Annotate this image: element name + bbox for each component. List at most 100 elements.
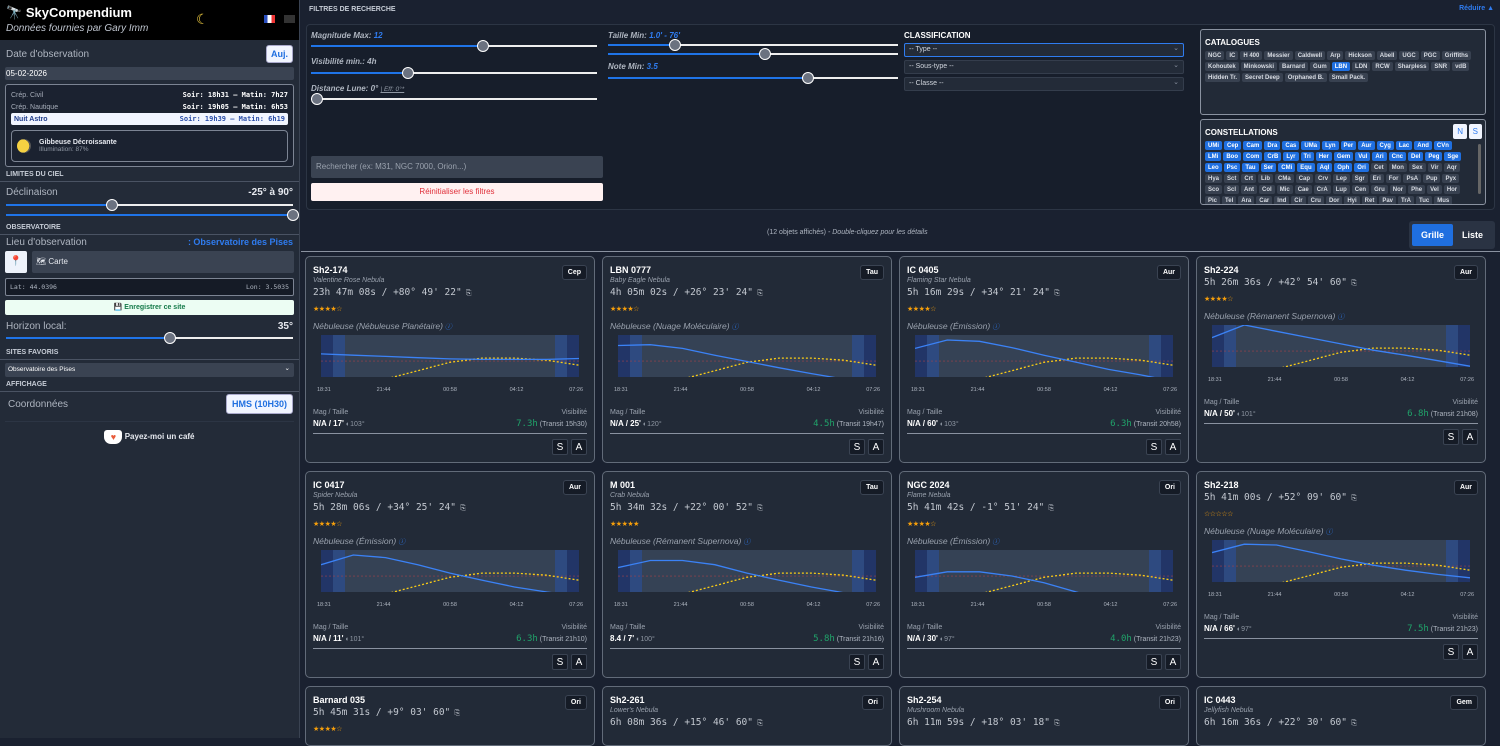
constellation-chip[interactable]: Del — [1408, 152, 1424, 161]
declination-min-slider[interactable] — [6, 199, 293, 211]
catalogue-chip[interactable]: Kohoutek — [1205, 62, 1239, 71]
info-icon[interactable]: ⓘ — [741, 539, 751, 546]
object-card[interactable]: Sh2-261 Ori Lower's Nebula 6h 08m 36s / +15… — [602, 686, 892, 746]
constellation-chip[interactable]: Cru — [1307, 196, 1324, 204]
constellation-chip[interactable]: Peg — [1425, 152, 1443, 161]
catalogue-chip[interactable]: Sharpless — [1394, 62, 1430, 71]
object-card[interactable]: IC 0417 Aur Spider Nebula 5h 28m 06s / +34°… — [305, 471, 595, 678]
copy-icon[interactable]: ⎘ — [753, 504, 763, 512]
object-card[interactable]: Sh2-174 Cep Valentine Rose Nebula 23h 47m 0… — [305, 256, 595, 463]
s-button[interactable]: S — [849, 654, 865, 670]
save-site-button[interactable]: 💾 Enregistrer ce site — [5, 300, 294, 315]
class-select[interactable]: -- Classe -- — [904, 77, 1184, 91]
flag-uk-icon[interactable] — [284, 15, 295, 23]
copy-icon[interactable]: ⎘ — [753, 719, 763, 727]
catalogue-chip[interactable]: LDN — [1352, 62, 1371, 71]
constellation-chip[interactable]: Car — [1256, 196, 1273, 204]
constellation-chip[interactable]: Lyn — [1322, 141, 1339, 150]
south-button[interactable]: S — [1468, 124, 1482, 139]
constellation-chip[interactable]: UMa — [1301, 141, 1321, 150]
constellation-chip[interactable]: Eri — [1369, 174, 1384, 183]
grid-view-button[interactable]: Grille — [1411, 224, 1453, 246]
catalogue-chip[interactable]: Secret Deep — [1242, 73, 1283, 82]
copy-icon[interactable]: ⎘ — [1050, 289, 1060, 297]
constellation-badge[interactable]: Ori — [861, 695, 884, 710]
favorites-select[interactable]: Observatoire des Pises ⌄ — [5, 363, 294, 377]
constellation-badge[interactable]: Tau — [860, 265, 884, 280]
catalogue-chip[interactable]: NGC — [1205, 51, 1225, 60]
constellation-chip[interactable]: Cen — [1351, 185, 1370, 194]
moon-theme-icon[interactable]: ☾ — [196, 11, 209, 27]
constellations-scrollbar[interactable] — [1478, 144, 1481, 194]
constellation-badge[interactable]: Ori — [1158, 480, 1181, 495]
a-button[interactable]: A — [1165, 439, 1181, 455]
a-button[interactable]: A — [571, 439, 587, 455]
constellation-chip[interactable]: Ant — [1241, 185, 1258, 194]
constellation-chip[interactable]: LMi — [1205, 152, 1222, 161]
a-button[interactable]: A — [571, 654, 587, 670]
constellation-chip[interactable]: Aqr — [1443, 163, 1460, 172]
catalogue-chip[interactable]: Caldwell — [1294, 51, 1326, 60]
constellation-badge[interactable]: Aur — [1453, 265, 1478, 280]
constellation-chip[interactable]: Pyx — [1442, 174, 1460, 183]
constellation-chip[interactable]: Sco — [1205, 185, 1223, 194]
catalogue-chip[interactable]: Abell — [1376, 51, 1398, 60]
constellation-chip[interactable]: Tel — [1222, 196, 1237, 204]
constellation-chip[interactable]: Psc — [1223, 163, 1241, 172]
moon-distance-slider[interactable] — [310, 93, 597, 105]
constellation-chip[interactable]: Phe — [1408, 185, 1426, 194]
constellation-badge[interactable]: Gem — [1450, 695, 1478, 710]
s-button[interactable]: S — [1443, 429, 1459, 445]
constellation-chip[interactable]: Col — [1259, 185, 1275, 194]
s-button[interactable]: S — [1146, 654, 1162, 670]
map-button[interactable]: 🗺 Carte — [32, 251, 294, 273]
constellation-chip[interactable]: Lyr — [1283, 152, 1299, 161]
search-input[interactable]: Rechercher (ex: M31, NGC 7000, Orion...) — [311, 156, 603, 178]
constellation-chip[interactable]: Aur — [1358, 141, 1375, 150]
subtype-select[interactable]: -- Sous-type -- — [904, 60, 1184, 74]
object-card[interactable]: M 001 Tau Crab Nebula 5h 34m 32s / +22° 00'… — [602, 471, 892, 678]
list-view-button[interactable]: Liste — [1461, 230, 1483, 240]
s-button[interactable]: S — [552, 439, 568, 455]
info-icon[interactable]: ⓘ — [442, 324, 452, 331]
size-max-slider[interactable] — [608, 48, 898, 60]
copy-icon[interactable]: ⎘ — [1347, 494, 1357, 502]
info-icon[interactable]: ⓘ — [1335, 314, 1345, 321]
s-button[interactable]: S — [849, 439, 865, 455]
constellation-chip[interactable]: Mic — [1276, 185, 1293, 194]
catalogue-chip[interactable]: Orphaned B. — [1284, 73, 1327, 82]
constellation-chip[interactable]: Lib — [1258, 174, 1274, 183]
constellation-chip[interactable]: Cap — [1295, 174, 1314, 183]
constellation-chip[interactable]: Pic — [1205, 196, 1221, 204]
flag-fr-icon[interactable] — [264, 15, 275, 23]
constellation-badge[interactable]: Tau — [860, 480, 884, 495]
catalogue-chip[interactable]: Barnard — [1279, 62, 1309, 71]
a-button[interactable]: A — [1462, 644, 1478, 660]
constellation-chip[interactable]: Sct — [1224, 174, 1240, 183]
constellation-badge[interactable]: Aur — [1453, 480, 1478, 495]
constellation-chip[interactable]: Cep — [1224, 141, 1242, 150]
constellation-chip[interactable]: Ara — [1238, 196, 1255, 204]
coords-format-button[interactable]: HMS (10H30) — [225, 394, 293, 414]
constellation-chip[interactable]: Oph — [1334, 163, 1353, 172]
visibility-slider[interactable] — [311, 67, 597, 79]
constellation-chip[interactable]: Mus — [1434, 196, 1453, 204]
north-button[interactable]: N — [1453, 124, 1467, 139]
constellation-chip[interactable]: CrB — [1264, 152, 1282, 161]
object-card[interactable]: LBN 0777 Tau Baby Eagle Nebula 4h 05m 02s /… — [602, 256, 892, 463]
catalogue-chip[interactable]: Minkowski — [1240, 62, 1278, 71]
a-button[interactable]: A — [868, 439, 884, 455]
constellation-chip[interactable]: Equ — [1297, 163, 1315, 172]
constellation-chip[interactable]: Cam — [1243, 141, 1263, 150]
note-slider[interactable] — [608, 72, 898, 84]
copy-icon[interactable]: ⎘ — [1347, 279, 1357, 287]
catalogue-chip[interactable]: RCW — [1372, 62, 1393, 71]
catalogue-chip[interactable]: vdB — [1452, 62, 1470, 71]
constellation-chip[interactable]: Ind — [1274, 196, 1290, 204]
info-icon[interactable]: ⓘ — [990, 324, 1000, 331]
constellation-chip[interactable]: Mon — [1388, 163, 1407, 172]
copy-icon[interactable]: ⎘ — [461, 289, 472, 297]
constellation-chip[interactable]: Ari — [1372, 152, 1387, 161]
size-min-slider[interactable] — [608, 39, 898, 51]
copy-icon[interactable]: ⎘ — [450, 709, 461, 717]
